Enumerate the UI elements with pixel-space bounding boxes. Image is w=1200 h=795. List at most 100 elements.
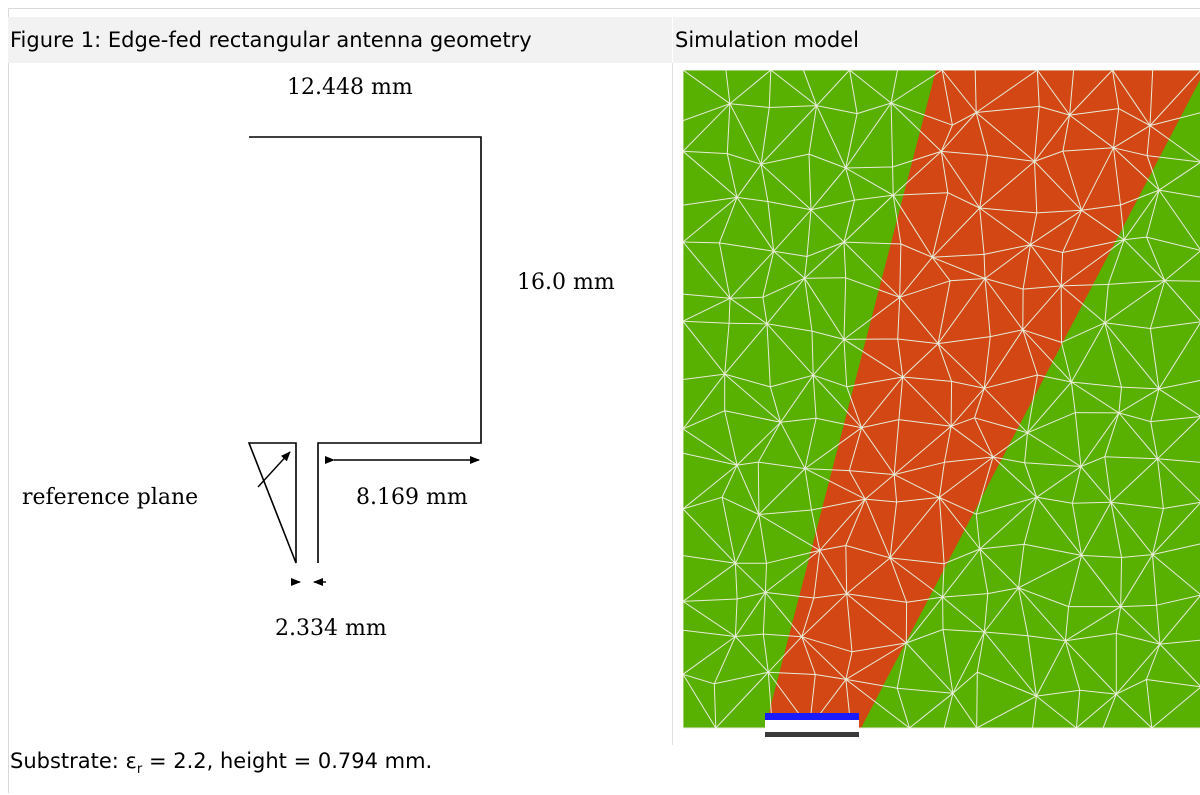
mesh-edge	[979, 496, 1038, 550]
mesh-edge	[851, 642, 907, 653]
mesh-edge	[937, 343, 985, 389]
mesh-edge	[1081, 204, 1121, 211]
mesh-edge	[765, 592, 803, 638]
mesh-edge	[1164, 250, 1200, 281]
mesh-edge	[811, 330, 845, 340]
mesh-edge	[683, 150, 728, 155]
mesh-edge	[893, 425, 952, 475]
mesh-edge	[892, 194, 933, 258]
mesh-edge	[815, 674, 846, 680]
mesh-edge	[683, 428, 738, 466]
mesh-edge	[683, 320, 726, 375]
mesh-edge	[845, 678, 898, 689]
mesh-edge	[952, 671, 978, 694]
mesh-edge	[1060, 239, 1125, 287]
mesh-edge	[1018, 544, 1025, 588]
mesh-edge	[819, 545, 846, 551]
mesh-edge	[1146, 236, 1166, 281]
column-divider	[672, 63, 673, 745]
mesh-edge	[943, 693, 954, 729]
mesh-edge	[725, 70, 731, 104]
mesh-edge	[1069, 70, 1075, 116]
mesh-edge	[1069, 70, 1113, 116]
mesh-edge	[990, 329, 1023, 338]
mesh-edge	[987, 154, 1035, 162]
mesh-edge	[721, 496, 760, 515]
mesh-edge	[683, 320, 730, 324]
mesh-edge	[983, 336, 991, 389]
mesh-edge	[975, 514, 981, 550]
mesh-edge	[890, 70, 943, 104]
mesh-edge	[683, 70, 731, 105]
mesh-edge	[758, 514, 820, 551]
mesh-edge	[1113, 108, 1120, 148]
mesh-edge	[1027, 432, 1082, 467]
mesh-edge	[1070, 381, 1076, 413]
mesh-edge	[762, 592, 766, 635]
mesh-edge	[942, 563, 945, 598]
mesh-edge	[845, 167, 894, 196]
mesh-edge	[897, 297, 901, 340]
mesh-edge	[941, 70, 977, 113]
mesh-edge	[947, 192, 980, 209]
mesh-edge	[1120, 189, 1160, 206]
mesh-edge	[1159, 595, 1200, 645]
mesh-edge	[890, 102, 953, 126]
mesh-edge	[734, 598, 738, 637]
mesh-edge	[804, 277, 845, 340]
mesh-edge	[760, 153, 810, 165]
mesh-edge	[811, 509, 821, 551]
mesh-edge	[1150, 416, 1200, 423]
mesh-edge	[734, 592, 766, 637]
mesh-edge	[939, 497, 981, 550]
mesh-edge	[683, 373, 725, 380]
mesh-edge	[804, 256, 808, 279]
mesh-edge	[942, 548, 981, 598]
mesh-edge	[1121, 554, 1153, 558]
mesh-edge	[1110, 501, 1153, 555]
mesh-edge	[1145, 679, 1153, 729]
mesh-edge	[766, 277, 805, 325]
mesh-edge	[940, 151, 949, 193]
mesh-edge	[1061, 322, 1106, 343]
mesh-edge	[729, 103, 770, 108]
mesh-edge	[1024, 462, 1038, 498]
mesh-edge	[1149, 70, 1200, 126]
mesh-edge	[1032, 696, 1037, 729]
mesh-edge	[767, 636, 803, 673]
mesh-edge	[1152, 502, 1200, 555]
mesh-edge	[897, 338, 904, 378]
mesh-edge	[937, 343, 953, 382]
mesh-edge	[984, 631, 1028, 637]
mesh-edge	[734, 563, 738, 600]
mesh-edge	[938, 462, 945, 498]
mesh-edge	[979, 543, 1025, 550]
mesh-edge	[1118, 108, 1151, 127]
mesh-edge	[806, 241, 845, 257]
mesh-edge	[1149, 70, 1154, 126]
mesh-edge	[1120, 554, 1153, 607]
mesh-edge	[1149, 328, 1160, 389]
mesh-edge	[1062, 210, 1083, 253]
mesh-edge	[769, 386, 782, 423]
mesh-edge	[1081, 554, 1122, 558]
mesh-edge	[1123, 189, 1160, 241]
mesh-edge	[952, 631, 985, 694]
mesh-edge	[892, 151, 942, 196]
mesh-edge	[892, 166, 894, 196]
mesh-edge	[900, 243, 933, 258]
mesh-edge	[1123, 239, 1166, 281]
mesh-edge	[1027, 412, 1076, 434]
mesh-edge	[1060, 252, 1064, 286]
mesh-edge	[765, 550, 821, 593]
mesh-edge	[1104, 322, 1151, 329]
mesh-edge	[976, 695, 1037, 729]
mesh-edge	[983, 631, 1037, 697]
mesh-edge	[768, 70, 772, 108]
mesh-edge	[848, 470, 866, 500]
mesh-edge	[846, 557, 891, 595]
mesh-edge	[845, 651, 853, 680]
mesh-edge	[1118, 412, 1151, 423]
mesh-edge	[893, 474, 898, 503]
mesh-edge	[1152, 543, 1200, 556]
